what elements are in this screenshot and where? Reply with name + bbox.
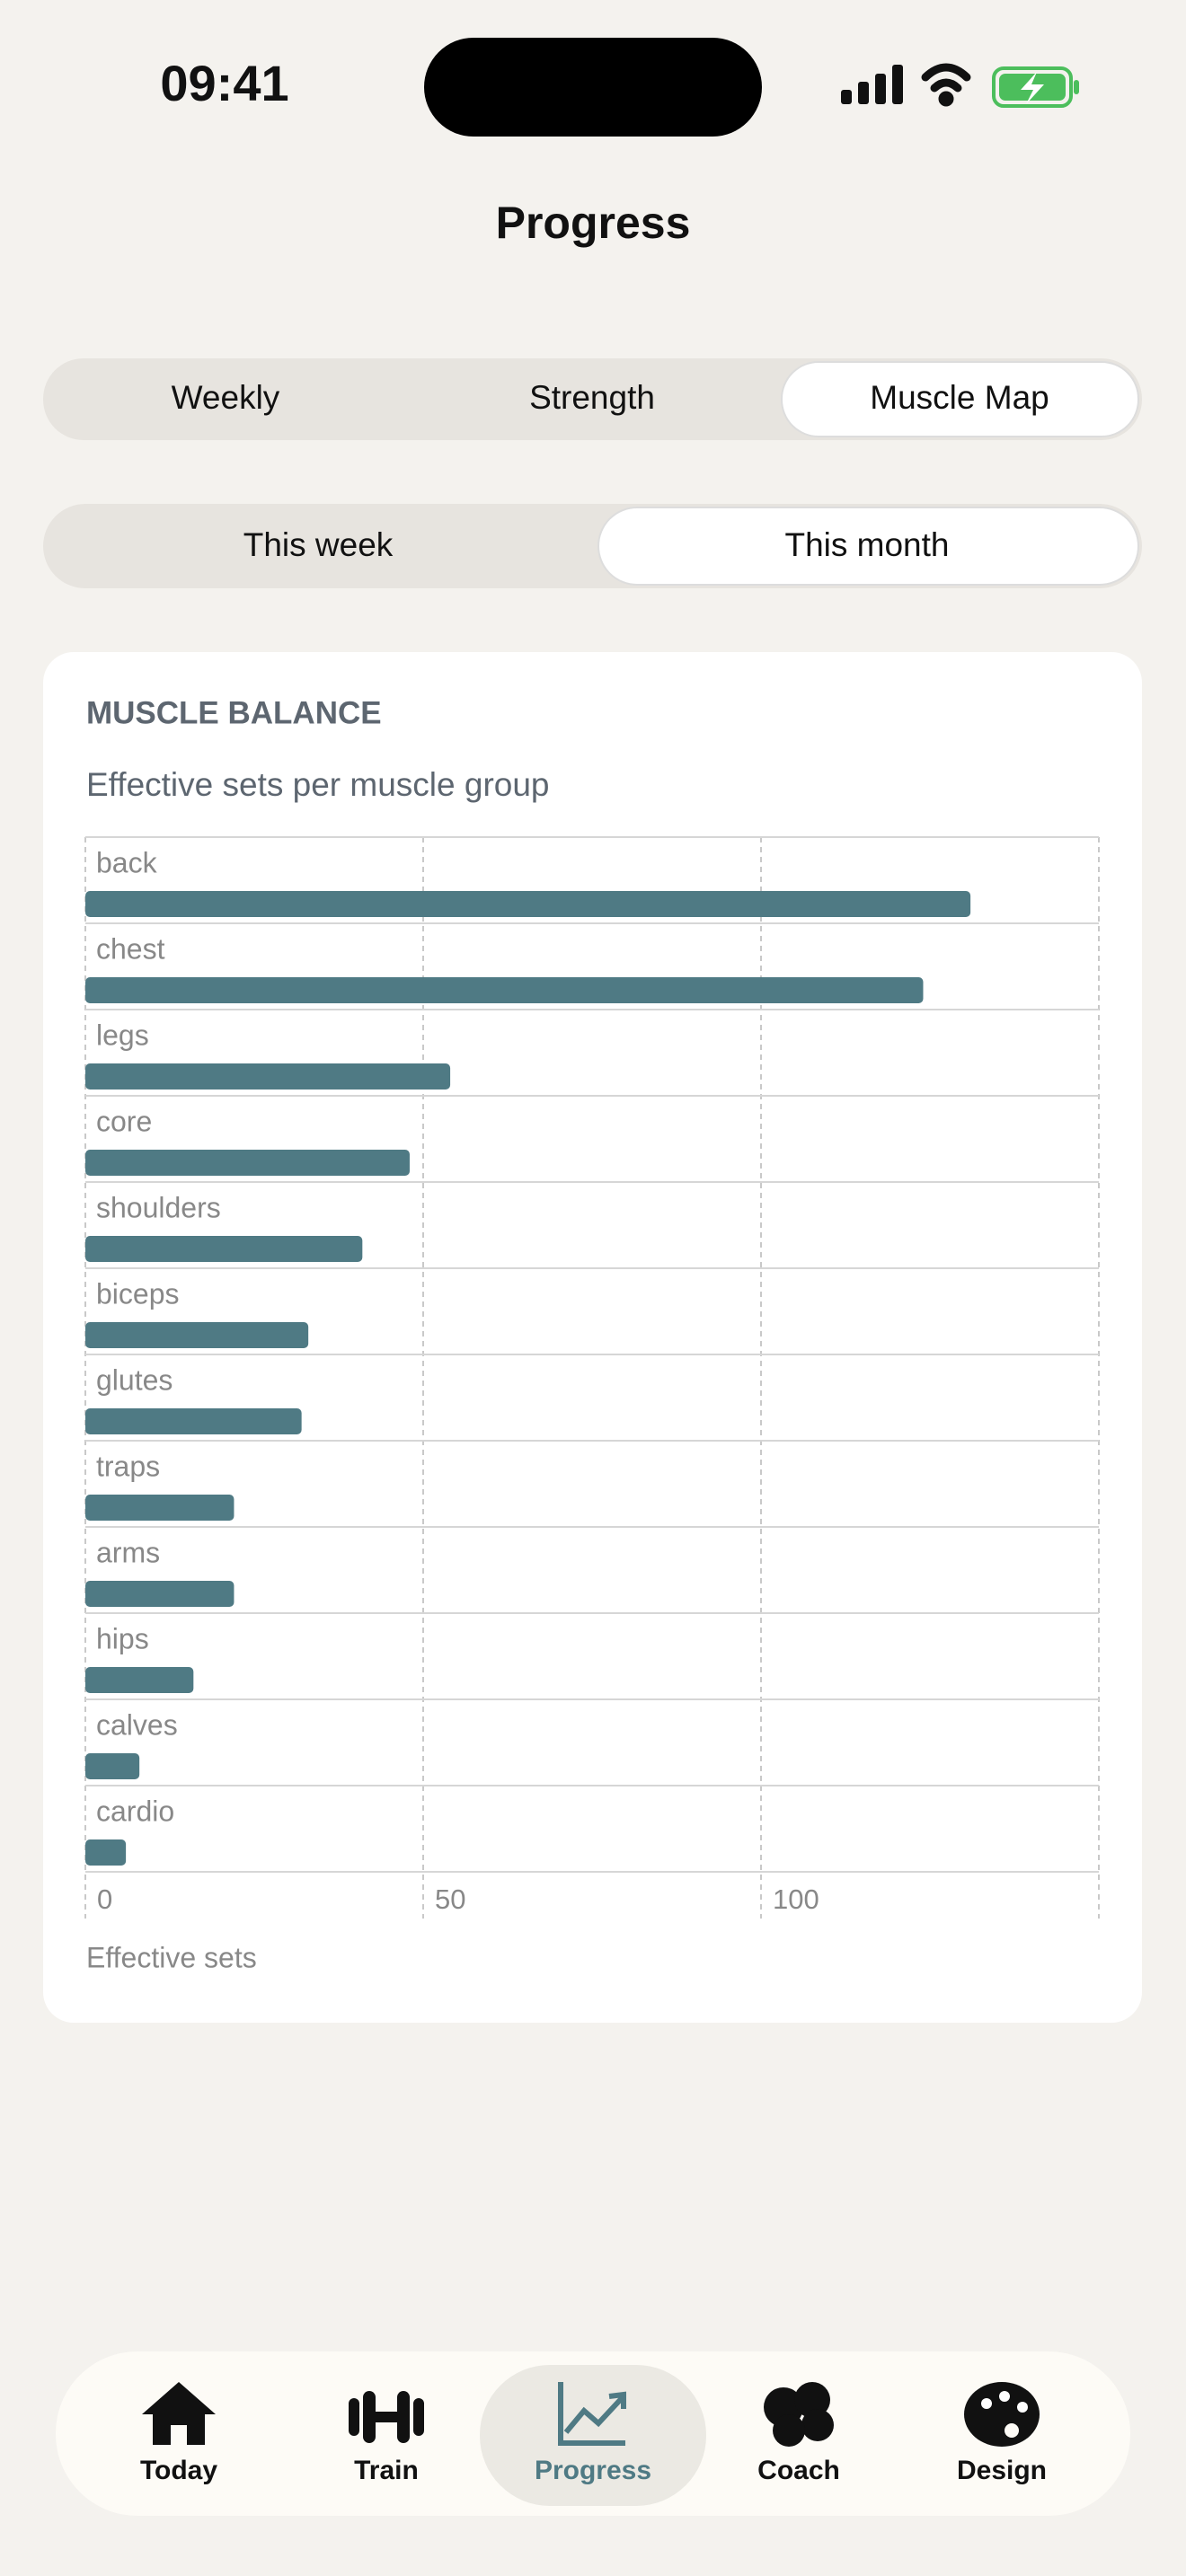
plot: 0 50 100 back chest legs core shoulders biceps gl…	[84, 836, 1100, 1919]
bar	[85, 1236, 363, 1262]
x-axis-label: Effective sets	[86, 1941, 257, 1973]
x-tick-label: 100	[773, 1883, 819, 1915]
category-label: calves	[96, 1708, 178, 1741]
signal-icon	[841, 65, 903, 104]
dumbbell-icon	[349, 2391, 424, 2443]
range-tab-selected	[597, 507, 1139, 586]
tab-selected	[480, 2365, 706, 2506]
range-tab[interactable]: This month	[784, 526, 949, 563]
battery-icon	[992, 66, 1079, 108]
bar	[85, 1495, 235, 1521]
tab-label[interactable]: Design	[957, 2456, 1047, 2485]
bar	[85, 1322, 309, 1348]
wifi-icon	[921, 63, 971, 107]
category-label: core	[96, 1105, 152, 1137]
bar	[85, 1839, 127, 1866]
palette-icon	[964, 2382, 1040, 2447]
bar	[85, 1063, 451, 1090]
category-label: biceps	[96, 1277, 180, 1310]
category-label: hips	[96, 1622, 149, 1654]
category-label: traps	[96, 1450, 160, 1482]
tab-label[interactable]: Progress	[535, 2456, 651, 2485]
view-tab[interactable]: Strength	[529, 379, 655, 416]
view-tab-selected	[781, 361, 1139, 437]
bar	[85, 1753, 140, 1779]
view-tab[interactable]: Muscle Map	[870, 379, 1049, 416]
bar	[85, 891, 971, 917]
category-label: back	[96, 846, 158, 878]
category-label: shoulders	[96, 1191, 221, 1223]
x-tick-label: 0	[97, 1883, 112, 1915]
chart-icon	[558, 2382, 626, 2446]
category-label: legs	[96, 1019, 149, 1051]
bar	[85, 1581, 235, 1607]
home-icon	[142, 2382, 216, 2445]
tab-label[interactable]: Train	[354, 2456, 419, 2485]
bar	[85, 1667, 194, 1693]
chart-subtitle: Effective sets per muscle group	[86, 766, 550, 803]
x-tick-label: 50	[435, 1883, 465, 1915]
category-label: chest	[96, 932, 165, 965]
brain-icon	[764, 2382, 834, 2447]
category-label: cardio	[96, 1795, 174, 1827]
chart-title: MUSCLE BALANCE	[86, 695, 382, 730]
category-label: glutes	[96, 1363, 173, 1396]
status-time: 09:41	[160, 55, 288, 111]
bar	[85, 977, 924, 1003]
category-label: arms	[96, 1536, 160, 1568]
page-title: Progress	[496, 198, 691, 248]
view-tab[interactable]: Weekly	[172, 379, 280, 416]
bar	[85, 1408, 302, 1434]
tab-label[interactable]: Coach	[757, 2456, 840, 2485]
dynamic-island	[424, 38, 762, 137]
range-tab[interactable]: This week	[243, 526, 394, 563]
tab-label[interactable]: Today	[140, 2456, 217, 2485]
bar	[85, 1150, 410, 1176]
